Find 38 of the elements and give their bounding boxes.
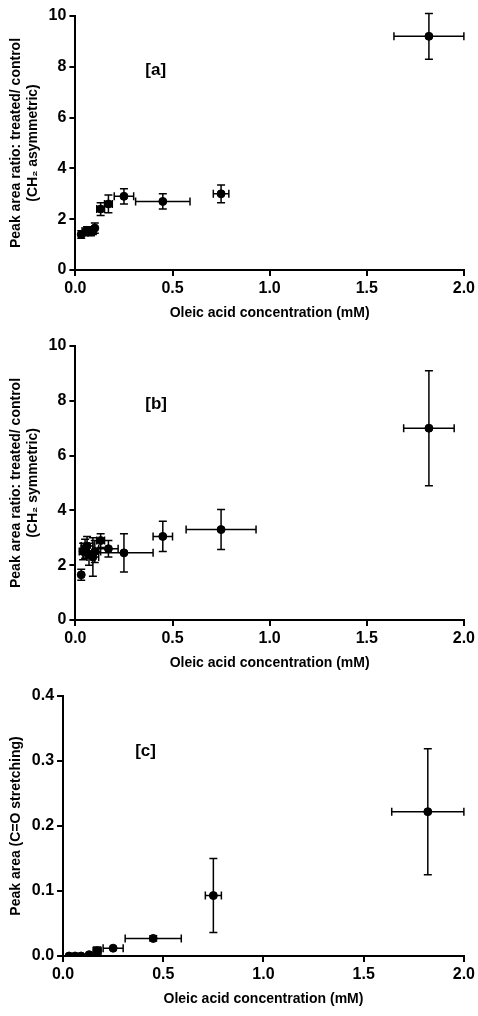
x-tick-label: 1.5	[355, 279, 378, 297]
x-axis-title: Oleic acid concentration (mM)	[169, 654, 370, 671]
y-tick-label: 2	[57, 555, 67, 573]
y-axis-title: Peak area ratio: treated/ control (CH₂ asymmetric)	[7, 37, 41, 249]
y-tick-label: 0	[57, 610, 67, 628]
x-tick-label: 2.0	[452, 965, 476, 983]
y-tick-label: 0	[57, 260, 67, 278]
y-tick-label: 0.4	[31, 686, 55, 704]
y-tick-label: 10	[48, 6, 67, 24]
x-tick-label: 0.5	[152, 965, 175, 983]
x-tick-label: 2.0	[452, 629, 476, 647]
x-tick-label: 2.0	[452, 279, 476, 297]
y-tick-label: 10	[48, 336, 67, 354]
x-axis-title: Oleic acid concentration (mM)	[163, 990, 364, 1007]
y-tick-label: 0.3	[31, 751, 55, 769]
annotation: [b]	[145, 393, 168, 413]
x-axis-title: Oleic acid concentration (mM)	[169, 304, 370, 321]
annotation: [a]	[145, 59, 167, 79]
y-tick-label: 4	[57, 158, 67, 176]
x-tick-label: 1.5	[355, 629, 378, 647]
y-tick-label: 4	[57, 500, 67, 518]
x-tick-label: 0.5	[161, 629, 184, 647]
y-tick-label: 6	[57, 108, 67, 126]
x-tick-label: 1.5	[352, 965, 375, 983]
x-tick-label: 1.0	[252, 965, 275, 983]
y-tick-label: 0.2	[31, 816, 55, 834]
y-axis-title: Peak area ratio: treated/ control (CH₂ symmetric)	[7, 377, 41, 589]
x-tick-label: 1.0	[258, 279, 281, 297]
x-tick-label: 0.5	[161, 279, 184, 297]
y-tick-label: 0.1	[31, 881, 55, 899]
x-tick-label: 1.0	[258, 629, 281, 647]
annotation: [c]	[135, 740, 156, 760]
y-tick-label: 2	[57, 209, 67, 227]
y-tick-label: 0.0	[31, 946, 55, 964]
y-axis-title: Peak area (C=O stretching)	[7, 736, 24, 916]
y-tick-label: 8	[57, 391, 67, 409]
y-tick-label: 8	[57, 57, 67, 75]
y-tick-label: 6	[57, 446, 67, 464]
